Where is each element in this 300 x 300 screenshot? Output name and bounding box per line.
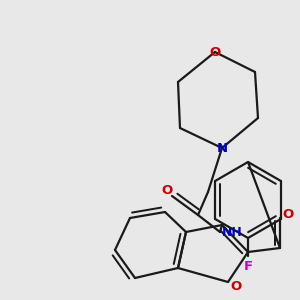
Text: O: O [282, 208, 294, 221]
Text: N: N [216, 142, 228, 154]
Text: F: F [243, 260, 253, 272]
Text: O: O [230, 280, 242, 293]
Text: O: O [161, 184, 172, 197]
Text: NH: NH [222, 226, 242, 238]
Text: O: O [209, 46, 220, 59]
